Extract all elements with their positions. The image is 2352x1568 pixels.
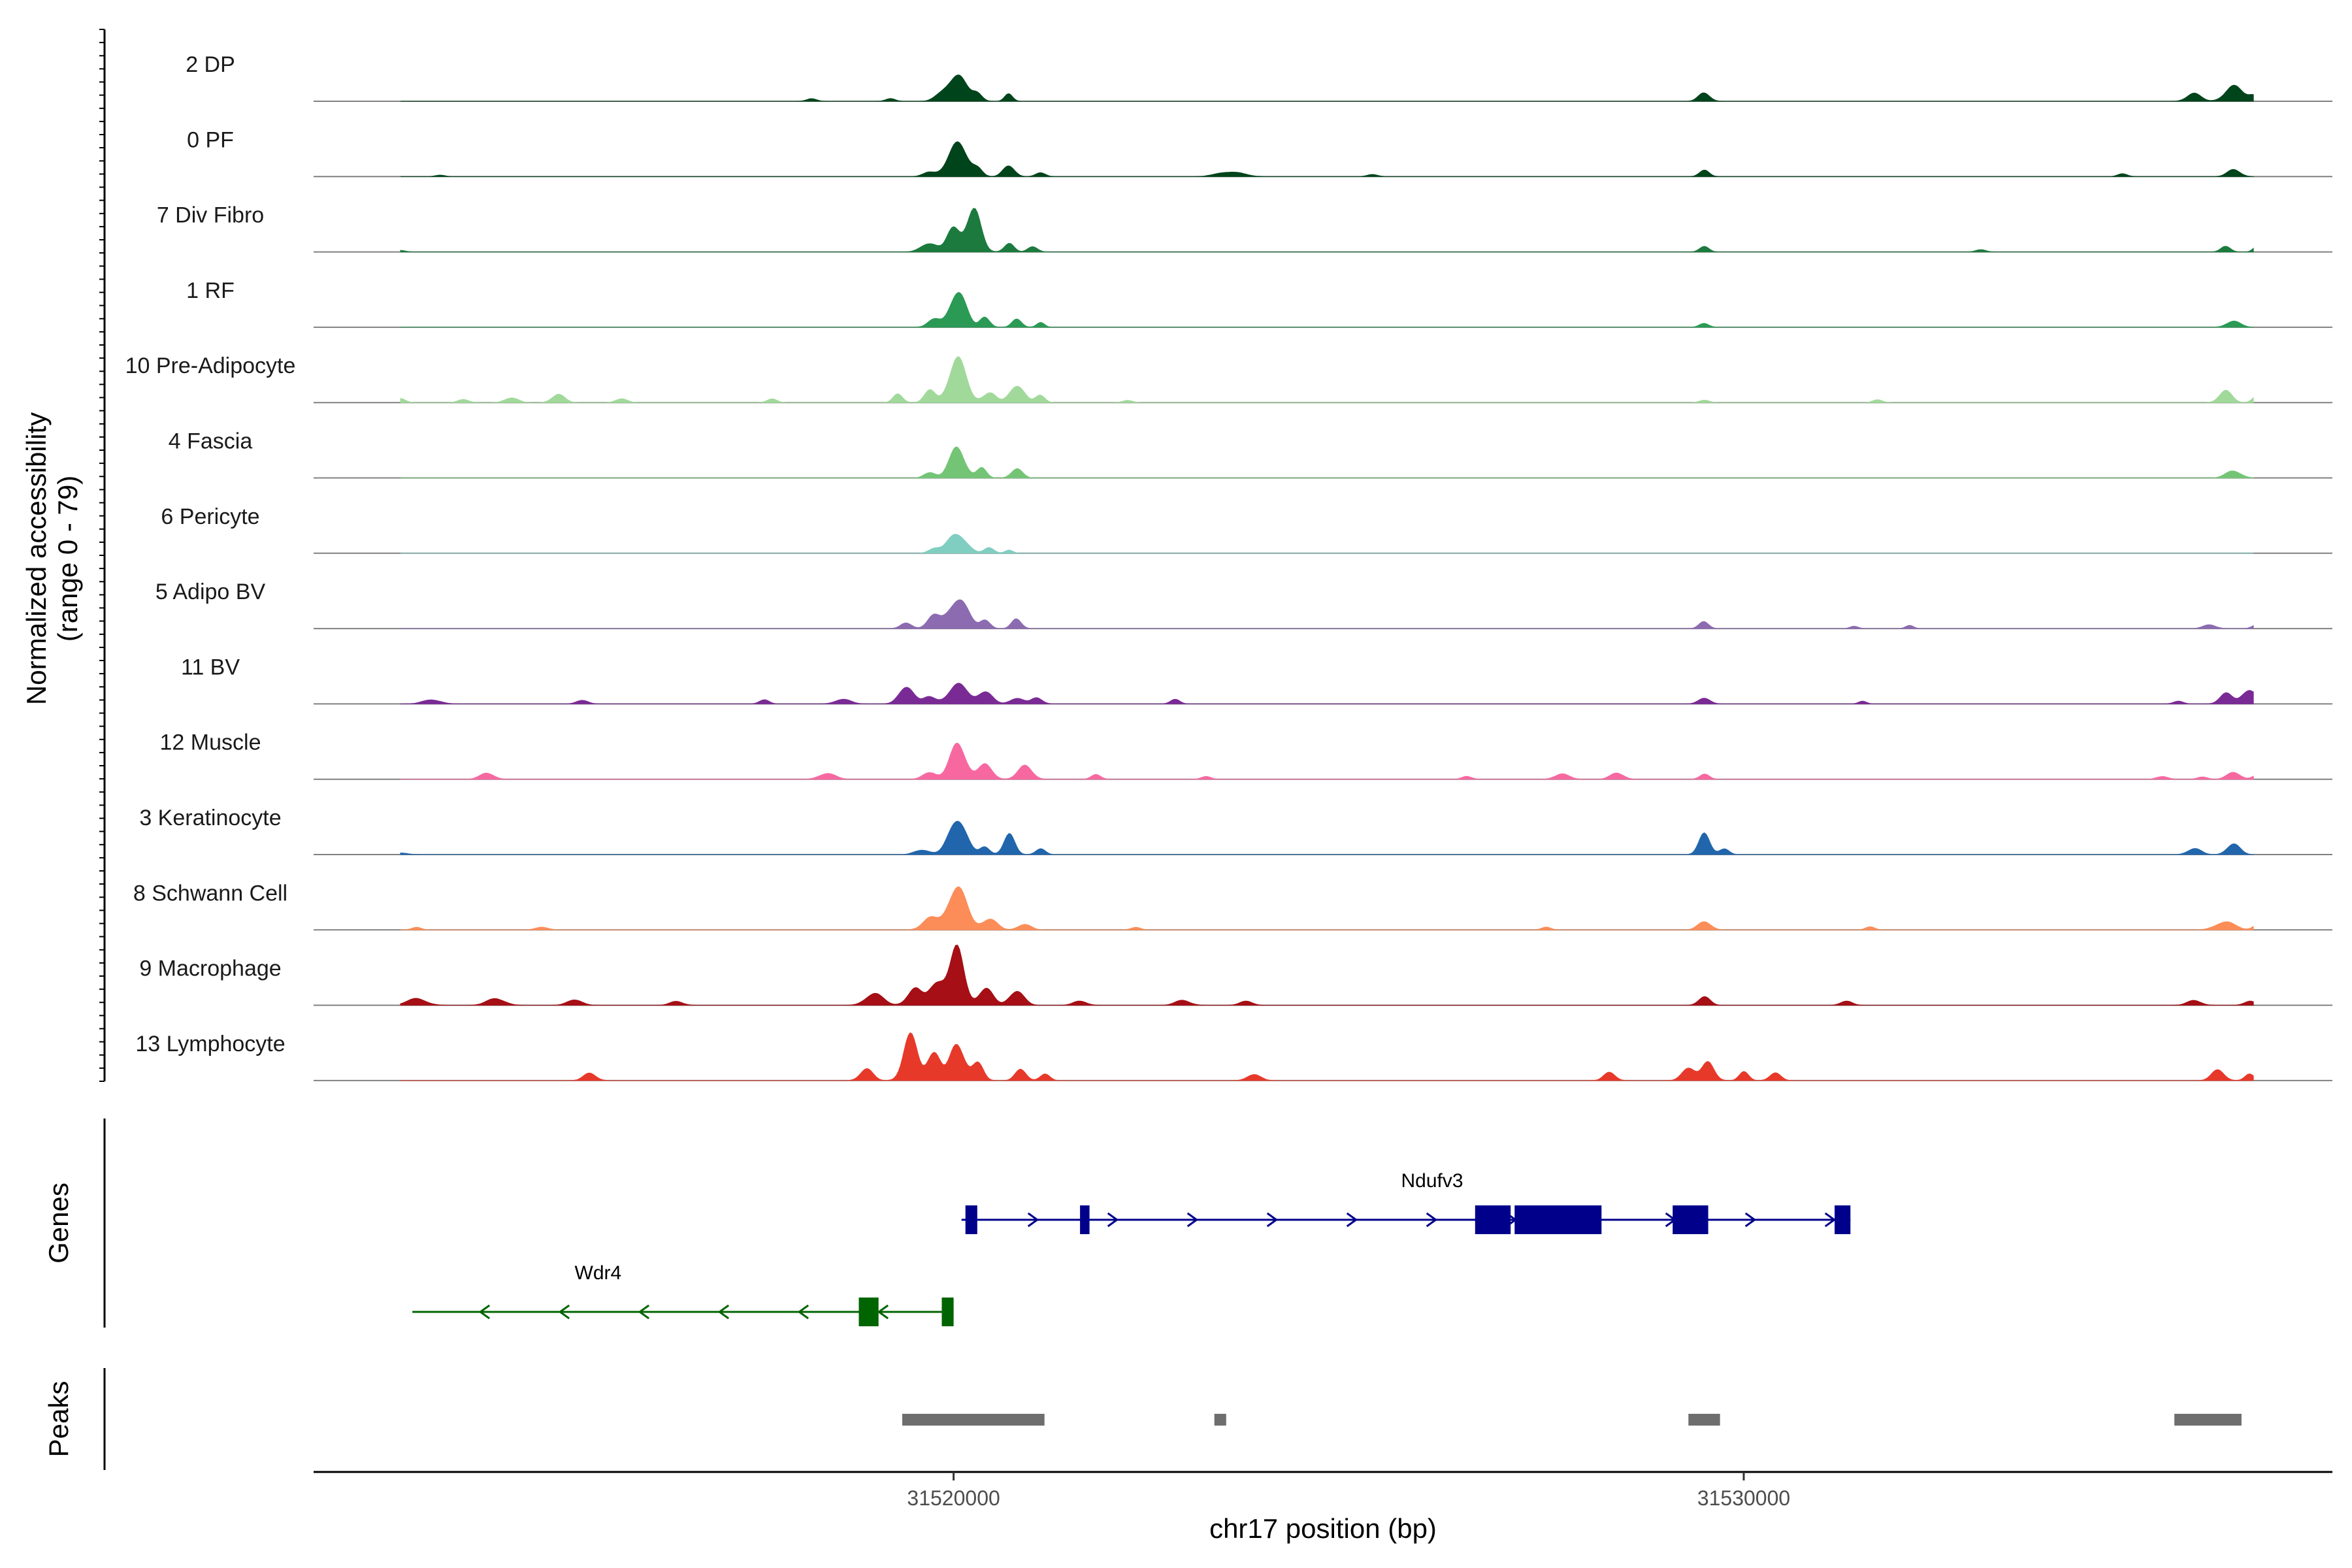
accessibility-tracks: 2 DP 0 PF 7 Div Fibro 1 RF 10 Pre-Adipocyte 4…	[125, 52, 2332, 1081]
track-label: 9 Macrophage	[139, 956, 281, 981]
exon-block	[858, 1298, 879, 1326]
peak-region	[1214, 1414, 1226, 1426]
strand-arrow-icon	[478, 1304, 491, 1320]
x-axis-title: chr17 position (bp)	[1209, 1513, 1437, 1544]
track-label: 3 Keratinocyte	[139, 806, 281, 830]
y-axis-title: Normalized accessibility	[21, 412, 52, 705]
track-label: 1 RF	[186, 278, 235, 303]
track-0-pf: 0 PF	[187, 127, 2332, 178]
peaks-track	[902, 1414, 2242, 1426]
track-label: 8 Schwann Cell	[133, 881, 287, 906]
genes-panel-label: Genes	[43, 1183, 74, 1264]
coverage-area	[400, 208, 2254, 253]
track-label: 6 Pericyte	[161, 504, 259, 529]
track-6-pericyte: 6 Pericyte	[161, 504, 2332, 554]
track-label: 7 Div Fibro	[157, 203, 264, 228]
coverage-area	[400, 1032, 2254, 1081]
coverage-area	[400, 599, 2254, 629]
track-label: 2 DP	[186, 52, 235, 77]
exon-block	[1514, 1205, 1602, 1234]
y-axis	[99, 29, 106, 1082]
strand-arrow-icon	[1744, 1212, 1757, 1228]
strand-arrow-icon	[638, 1304, 650, 1320]
coverage-area	[400, 821, 2254, 855]
exon-block	[941, 1298, 954, 1326]
track-label: 10 Pre-Adipocyte	[125, 353, 296, 378]
strand-arrow-icon	[797, 1304, 809, 1320]
strand-arrow-icon	[717, 1304, 730, 1320]
track-9-macrophage: 9 Macrophage	[139, 944, 2332, 1006]
track-13-lymphocyte: 13 Lymphocyte	[135, 1032, 2332, 1081]
coverage-area	[400, 886, 2254, 930]
track-4-fascia: 4 Fascia	[169, 429, 2332, 479]
track-label: 0 PF	[187, 127, 234, 152]
strand-arrow-icon	[1107, 1212, 1119, 1228]
strand-arrow-icon	[1027, 1212, 1039, 1228]
track-5-adipo-bv: 5 Adipo BV	[155, 580, 2332, 630]
coverage-area	[400, 292, 2254, 328]
strand-arrow-icon	[877, 1304, 889, 1320]
strand-arrow-icon	[558, 1304, 570, 1320]
exon-block	[965, 1205, 977, 1234]
peak-region	[2174, 1414, 2242, 1426]
coverage-area	[400, 356, 2254, 403]
strand-arrow-icon	[1824, 1212, 1837, 1228]
strand-arrow-icon	[1346, 1212, 1358, 1228]
gene-wdr4: Wdr4	[412, 1262, 954, 1326]
x-axis-ticks: 31520000 31530000	[907, 1472, 1790, 1510]
coverage-area	[400, 742, 2254, 780]
track-label: 5 Adipo BV	[155, 580, 266, 604]
peak-region	[1688, 1414, 1720, 1426]
track-11-bv: 11 BV	[181, 655, 2332, 705]
y-axis-range-label: (range 0 - 79)	[52, 476, 83, 642]
x-tick-label: 31520000	[907, 1486, 1000, 1510]
gene-label: Ndufv3	[1401, 1170, 1463, 1192]
track-label: 12 Muscle	[160, 730, 261, 755]
coverage-area	[400, 683, 2254, 704]
track-10-pre-adipocyte: 10 Pre-Adipocyte	[125, 353, 2332, 404]
exon-block	[1475, 1205, 1511, 1234]
peaks-panel-label: Peaks	[43, 1381, 74, 1458]
track-2-dp: 2 DP	[186, 52, 2332, 102]
gene-track: Ndufv3 Wdr4	[412, 1170, 1851, 1326]
gene-ndufv3: Ndufv3	[961, 1170, 1851, 1234]
coverage-area	[400, 534, 2254, 554]
coverage-area	[400, 446, 2254, 478]
coverage-area	[400, 944, 2254, 1006]
exon-block	[1080, 1205, 1090, 1234]
coverage-area	[400, 141, 2254, 177]
strand-arrow-icon	[1266, 1212, 1279, 1228]
strand-arrow-icon	[1186, 1212, 1199, 1228]
track-8-schwann-cell: 8 Schwann Cell	[133, 881, 2332, 931]
track-1-rf: 1 RF	[186, 278, 2332, 328]
track-label: 11 BV	[181, 655, 240, 679]
track-3-keratinocyte: 3 Keratinocyte	[139, 806, 2332, 855]
gene-label: Wdr4	[575, 1262, 622, 1284]
track-7-div-fibro: 7 Div Fibro	[157, 203, 2332, 253]
x-tick-label: 31530000	[1697, 1486, 1790, 1510]
strand-arrow-icon	[1426, 1212, 1438, 1228]
exon-block	[1673, 1205, 1708, 1234]
track-label: 4 Fascia	[169, 429, 253, 454]
peak-region	[902, 1414, 1045, 1426]
track-label: 13 Lymphocyte	[135, 1032, 285, 1056]
track-12-muscle: 12 Muscle	[160, 730, 2332, 780]
exon-block	[1835, 1205, 1851, 1234]
coverage-area	[400, 74, 2254, 102]
